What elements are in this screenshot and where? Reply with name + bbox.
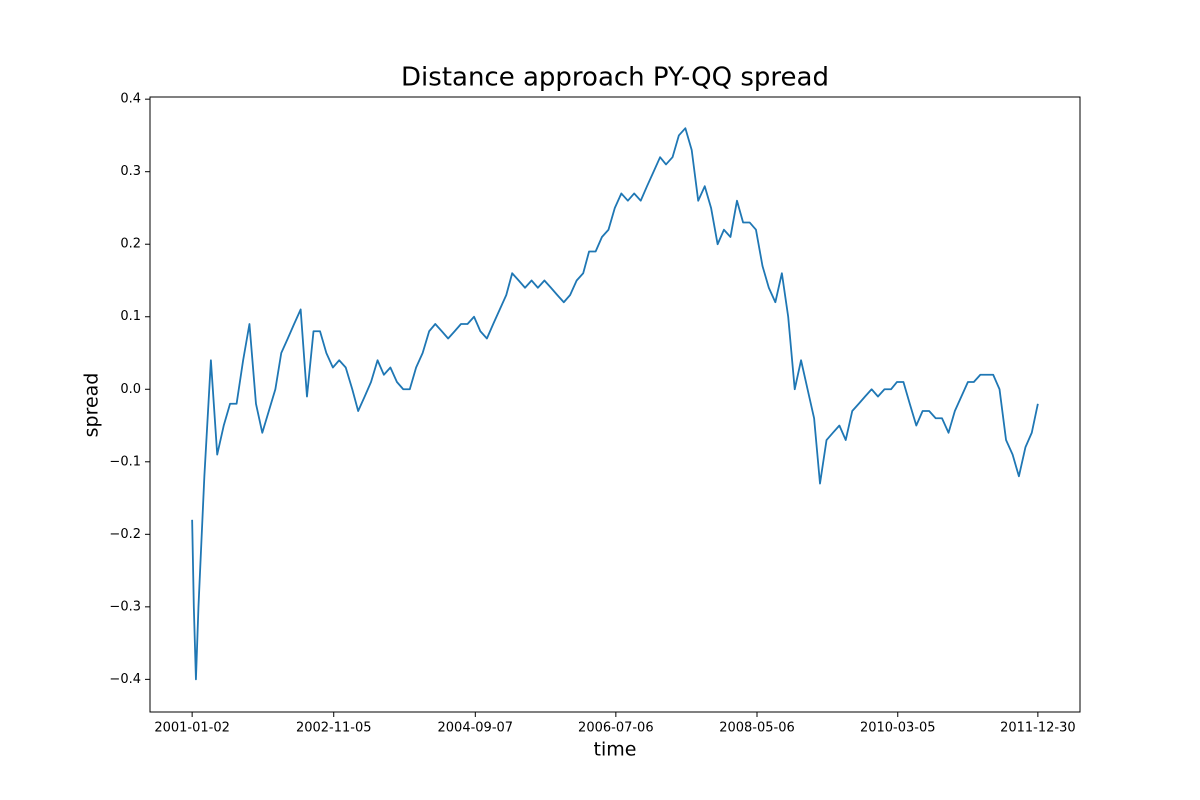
y-tick-label: 0.3 (120, 164, 141, 179)
x-tick-label: 2008-05-06 (719, 721, 795, 736)
x-tick-label: 2002-11-05 (296, 721, 372, 736)
line-series (191, 127, 1039, 681)
y-axis-label: spread (81, 373, 103, 438)
x-tick-label: 2004-09-07 (438, 721, 514, 736)
y-tick-label: 0.2 (120, 237, 141, 252)
y-tick-label: −0.2 (109, 527, 141, 542)
x-tick-label: 2006-07-06 (578, 721, 654, 736)
x-tick-label: 2001-01-02 (154, 721, 230, 736)
y-tick-label: 0.0 (120, 382, 141, 397)
x-axis-label: time (594, 739, 637, 761)
y-tick-label: −0.1 (109, 454, 141, 469)
plot-frame (149, 96, 1081, 713)
y-tick-label: −0.3 (109, 599, 141, 614)
chart-title: Distance approach PY-QQ spread (401, 63, 829, 93)
x-tick-label: 2010-03-05 (860, 721, 936, 736)
x-tick-label: 2011-12-30 (1000, 721, 1076, 736)
y-tick-label: 0.1 (120, 309, 141, 324)
y-tick-label: −0.4 (109, 672, 141, 687)
y-tick-label: 0.4 (120, 92, 141, 107)
